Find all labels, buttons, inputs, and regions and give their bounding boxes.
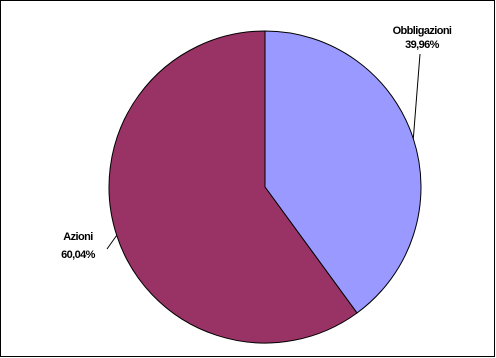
leader-lines xyxy=(106,53,421,250)
pie-slice-obbligazioni xyxy=(264,30,422,314)
slice-label-azioni-name: Azioni xyxy=(63,231,93,243)
slice-label-obbligazioni-value: 39,96% xyxy=(405,39,440,51)
slice-label-obbligazioni-name: Obbligazioni xyxy=(393,25,452,37)
leader-line-azioni xyxy=(106,235,118,250)
leader-line-obbligazioni xyxy=(412,53,421,139)
pie-slice-azioni xyxy=(108,30,358,344)
slice-label-azioni-value: 60,04% xyxy=(61,249,96,261)
pie-slices xyxy=(108,30,422,344)
